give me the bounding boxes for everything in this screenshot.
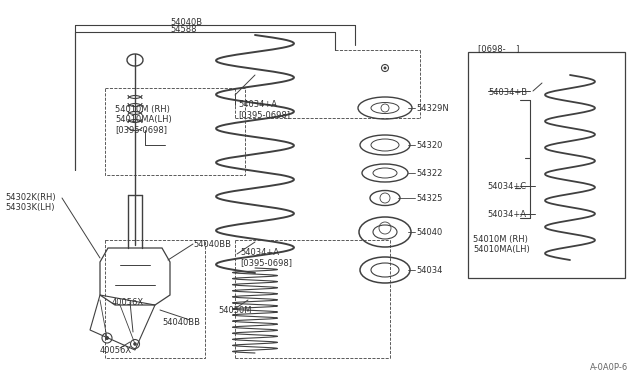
Bar	[468, 52, 625, 278]
Bar	[105, 240, 205, 358]
Bar	[105, 88, 245, 175]
Circle shape	[133, 342, 137, 346]
Text: A-0A0P-6: A-0A0P-6	[590, 363, 628, 372]
Circle shape	[383, 67, 387, 70]
Text: [0395-0698]: [0395-0698]	[240, 258, 292, 267]
Text: 54322: 54322	[416, 169, 442, 178]
Text: 54010M (RH): 54010M (RH)	[473, 235, 528, 244]
Text: 54034+A: 54034+A	[240, 248, 279, 257]
Text: [0395-0698]: [0395-0698]	[115, 125, 167, 134]
Text: 54050M: 54050M	[218, 306, 252, 315]
Text: 54034+A: 54034+A	[238, 100, 277, 109]
Text: 54040BB: 54040BB	[193, 240, 231, 249]
Text: 54040BB: 54040BB	[162, 318, 200, 327]
Text: 54329N: 54329N	[416, 104, 449, 113]
Text: 54325: 54325	[416, 194, 442, 203]
Text: 54040B: 54040B	[170, 18, 202, 27]
Text: 40056X: 40056X	[100, 346, 132, 355]
Text: 54303K(LH): 54303K(LH)	[5, 203, 54, 212]
Text: 54302K(RH): 54302K(RH)	[5, 193, 56, 202]
Text: 54010M (RH): 54010M (RH)	[115, 105, 170, 114]
Text: 54034+A: 54034+A	[487, 210, 526, 219]
Text: 54320: 54320	[416, 141, 442, 150]
Text: 54588: 54588	[170, 25, 196, 34]
Text: 40056X: 40056X	[112, 298, 144, 307]
Text: 54034+C: 54034+C	[487, 182, 526, 191]
Text: 54010MA(LH): 54010MA(LH)	[115, 115, 172, 124]
Text: 54040: 54040	[416, 228, 442, 237]
Text: 54034: 54034	[416, 266, 442, 275]
Text: 54010MA(LH): 54010MA(LH)	[473, 245, 530, 254]
Text: [0395-0698]: [0395-0698]	[238, 110, 290, 119]
Text: 54034+B: 54034+B	[488, 88, 527, 97]
Text: [0698-    ]: [0698- ]	[478, 44, 520, 53]
Circle shape	[105, 336, 109, 340]
